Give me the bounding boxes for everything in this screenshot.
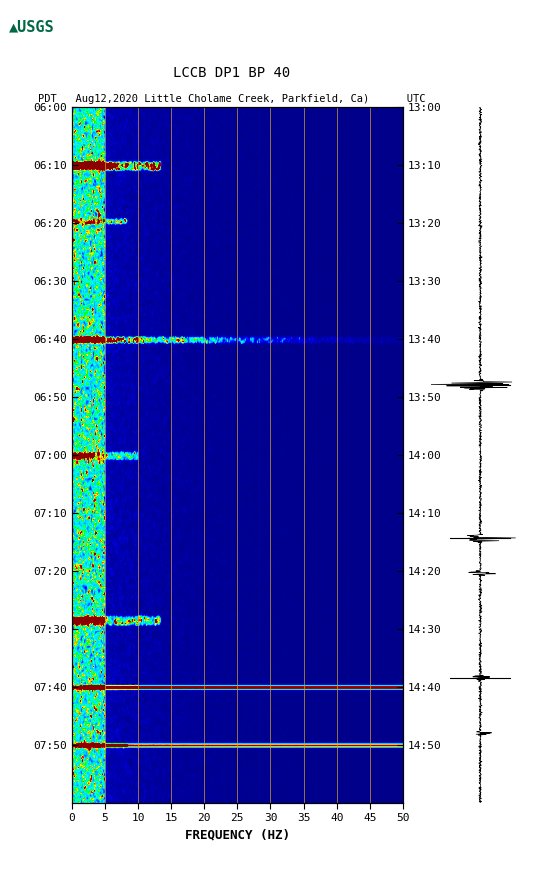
Text: LCCB DP1 BP 40: LCCB DP1 BP 40 bbox=[173, 66, 290, 80]
Text: PDT   Aug12,2020 Little Cholame Creek, Parkfield, Ca)      UTC: PDT Aug12,2020 Little Cholame Creek, Par… bbox=[38, 94, 426, 103]
X-axis label: FREQUENCY (HZ): FREQUENCY (HZ) bbox=[185, 829, 290, 842]
Text: ▲USGS: ▲USGS bbox=[9, 20, 55, 34]
